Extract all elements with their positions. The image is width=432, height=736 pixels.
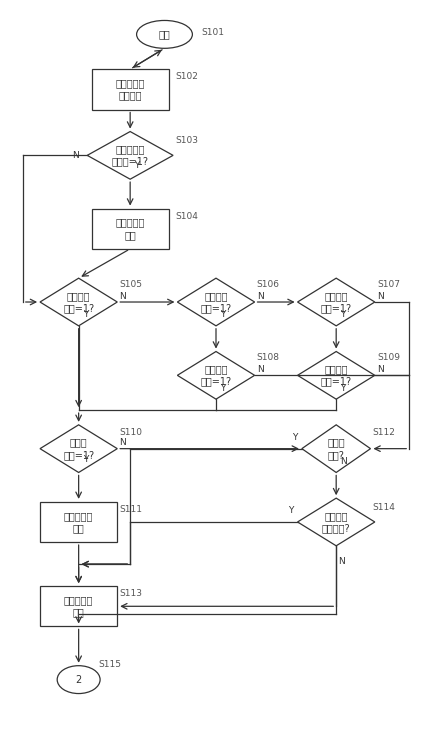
Text: Y: Y: [288, 506, 293, 515]
Text: 上位机组自
动命令=1?: 上位机组自 动命令=1?: [111, 144, 149, 166]
Text: 手动起动
命令=1?: 手动起动 命令=1?: [63, 291, 94, 314]
Text: 自动起动
命令=1?: 自动起动 命令=1?: [200, 291, 232, 314]
Text: S114: S114: [373, 503, 396, 512]
Text: Y: Y: [340, 383, 346, 393]
Text: N: N: [377, 365, 384, 374]
Text: Y: Y: [220, 383, 226, 393]
Text: S107: S107: [377, 280, 400, 289]
Text: S105: S105: [119, 280, 143, 289]
Text: 自动起停
允许=1?: 自动起停 允许=1?: [200, 364, 232, 386]
Text: S101: S101: [201, 29, 224, 38]
Text: 开始: 开始: [159, 29, 170, 40]
Text: N: N: [72, 151, 79, 160]
Text: N: N: [338, 557, 345, 566]
Text: 设置组起动
故障时间: 设置组起动 故障时间: [115, 78, 145, 101]
Text: N: N: [119, 439, 126, 447]
Text: 2: 2: [76, 675, 82, 684]
Bar: [40, 586, 117, 626]
Text: 置位组起动
命令: 置位组起动 命令: [64, 511, 93, 533]
Text: Y: Y: [292, 434, 298, 442]
Text: S108: S108: [257, 353, 280, 362]
Text: Y: Y: [220, 311, 226, 319]
Text: Y: Y: [134, 161, 140, 171]
Bar: [40, 502, 117, 542]
Text: S106: S106: [257, 280, 280, 289]
Text: Y: Y: [83, 455, 88, 464]
Text: S109: S109: [377, 353, 400, 362]
Text: N: N: [377, 291, 384, 300]
Text: 组停止
完成?: 组停止 完成?: [327, 437, 345, 460]
Text: S110: S110: [119, 428, 143, 437]
Text: N: N: [257, 291, 264, 300]
Text: 外部起停
允许=1?: 外部起停 允许=1?: [321, 364, 352, 386]
Text: S115: S115: [98, 660, 121, 670]
Text: 所有设备
已经停止?: 所有设备 已经停止?: [322, 511, 350, 533]
Bar: [92, 69, 169, 110]
Bar: [92, 208, 169, 249]
Text: S102: S102: [175, 72, 198, 82]
Text: S113: S113: [119, 590, 143, 598]
Text: 发出组自动
脉冲: 发出组自动 脉冲: [115, 217, 145, 240]
Text: N: N: [340, 457, 347, 466]
Text: S112: S112: [373, 428, 396, 437]
Text: 外部起动
命令=1?: 外部起动 命令=1?: [321, 291, 352, 314]
Text: N: N: [257, 365, 264, 374]
Text: 判断组
准备=1?: 判断组 准备=1?: [63, 437, 94, 460]
Text: S111: S111: [119, 505, 143, 514]
Text: N: N: [119, 291, 126, 300]
Text: Y: Y: [340, 311, 346, 319]
Text: S103: S103: [175, 136, 198, 145]
Text: Y: Y: [83, 311, 88, 319]
Text: S104: S104: [175, 212, 198, 221]
Text: 复位组停止
命令: 复位组停止 命令: [64, 595, 93, 618]
